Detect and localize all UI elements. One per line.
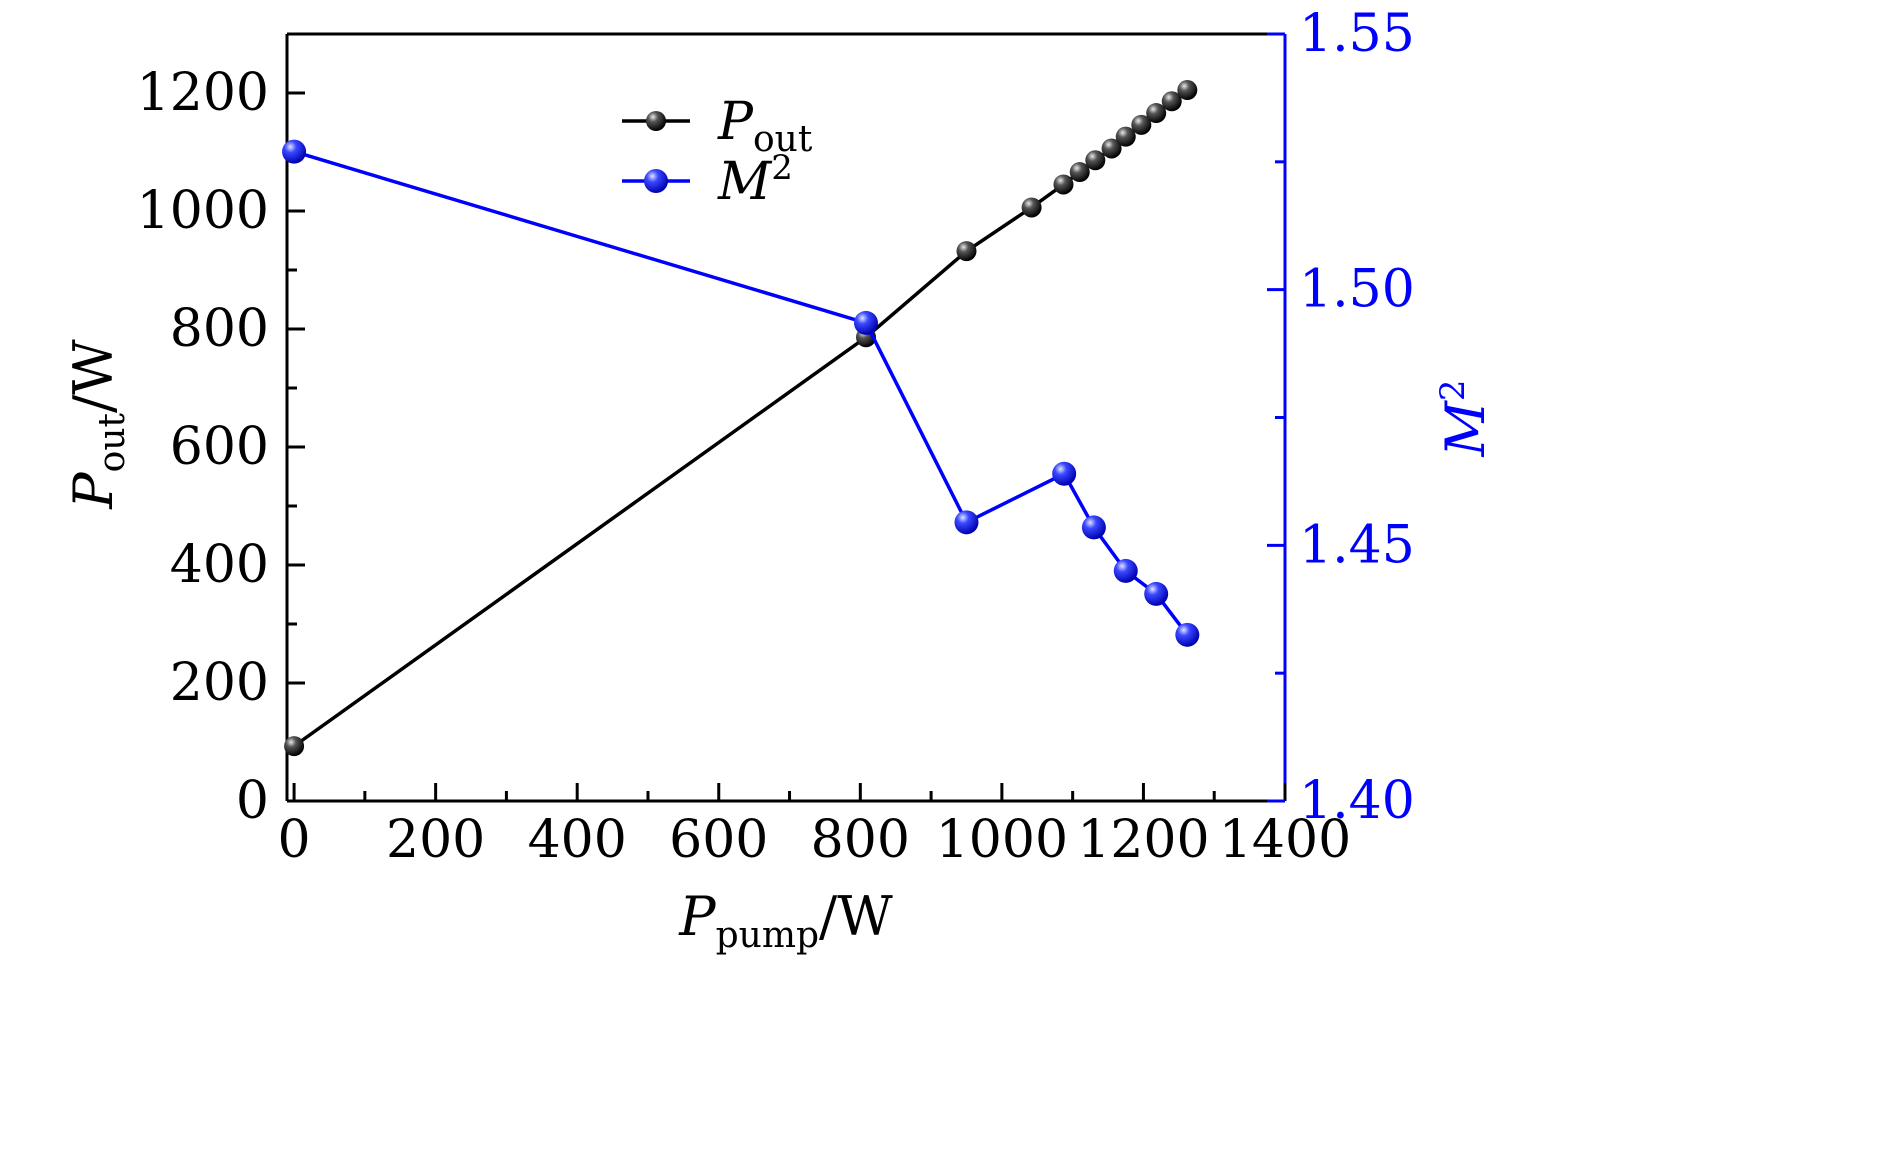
x-tick-label: 600 bbox=[669, 810, 768, 870]
y-axis-title: Pout/W bbox=[62, 339, 133, 510]
series-1-point bbox=[1069, 162, 1090, 183]
legend-label-2: M2 bbox=[717, 148, 793, 212]
series-1-point bbox=[284, 736, 305, 757]
x-tick-label: 1000 bbox=[936, 810, 1068, 870]
series-2-point bbox=[954, 510, 979, 535]
series-layer bbox=[282, 80, 1200, 757]
series-2-point bbox=[1175, 622, 1200, 647]
series-1-point bbox=[956, 241, 977, 262]
x-tick-label: 400 bbox=[528, 810, 627, 870]
series-2-point bbox=[1144, 581, 1169, 606]
x-axis-title: Ppump/W bbox=[678, 885, 893, 956]
series-1-point bbox=[1085, 150, 1106, 171]
legend-marker-2 bbox=[644, 169, 668, 193]
series-2-point bbox=[282, 139, 307, 164]
series-1-point bbox=[1131, 114, 1152, 135]
y-tick-label: 200 bbox=[170, 653, 269, 713]
y2-tick-label: 1.55 bbox=[1299, 4, 1415, 64]
y2-tick-label: 1.50 bbox=[1299, 260, 1415, 320]
y-tick-label: 1000 bbox=[137, 181, 269, 241]
y-tick-label: 400 bbox=[170, 535, 269, 595]
axis-titles: Ppump/W Pout/W M2 bbox=[62, 339, 1497, 956]
y-tick-label: 600 bbox=[170, 417, 269, 477]
series-1-point bbox=[1021, 197, 1042, 218]
series-1-point bbox=[1053, 174, 1074, 195]
series-2-point bbox=[853, 310, 878, 335]
series-1-point bbox=[1177, 80, 1198, 101]
series-1-point bbox=[1161, 91, 1182, 112]
x-tick-label: 1400 bbox=[1219, 810, 1351, 870]
axes-layer: 0 200 400 600 800 1000 1200 1400020040060080010… bbox=[137, 4, 1415, 870]
series-line-2 bbox=[293, 149, 1189, 636]
y2-tick-label: 1.40 bbox=[1299, 771, 1415, 831]
series-1-point bbox=[1101, 138, 1122, 159]
x-tick-label: 200 bbox=[386, 810, 485, 870]
x-tick-label: 0 bbox=[278, 810, 311, 870]
series-1-point bbox=[1115, 126, 1136, 147]
series-2-point bbox=[1052, 461, 1077, 486]
x-tick-label: 800 bbox=[811, 810, 910, 870]
y-tick-label: 0 bbox=[236, 771, 269, 831]
y-tick-label: 800 bbox=[170, 299, 269, 359]
legend-label-1: Pout bbox=[717, 92, 813, 160]
x-tick-label: 1200 bbox=[1077, 810, 1209, 870]
y2-axis-title: M2 bbox=[1433, 380, 1497, 458]
series-2-point bbox=[1113, 558, 1138, 583]
y-tick-label: 1200 bbox=[137, 63, 269, 123]
series-1-point bbox=[1146, 103, 1167, 124]
series-2-point bbox=[1081, 515, 1106, 540]
y2-tick-label: 1.45 bbox=[1299, 515, 1415, 575]
legend-marker-1 bbox=[646, 111, 666, 131]
